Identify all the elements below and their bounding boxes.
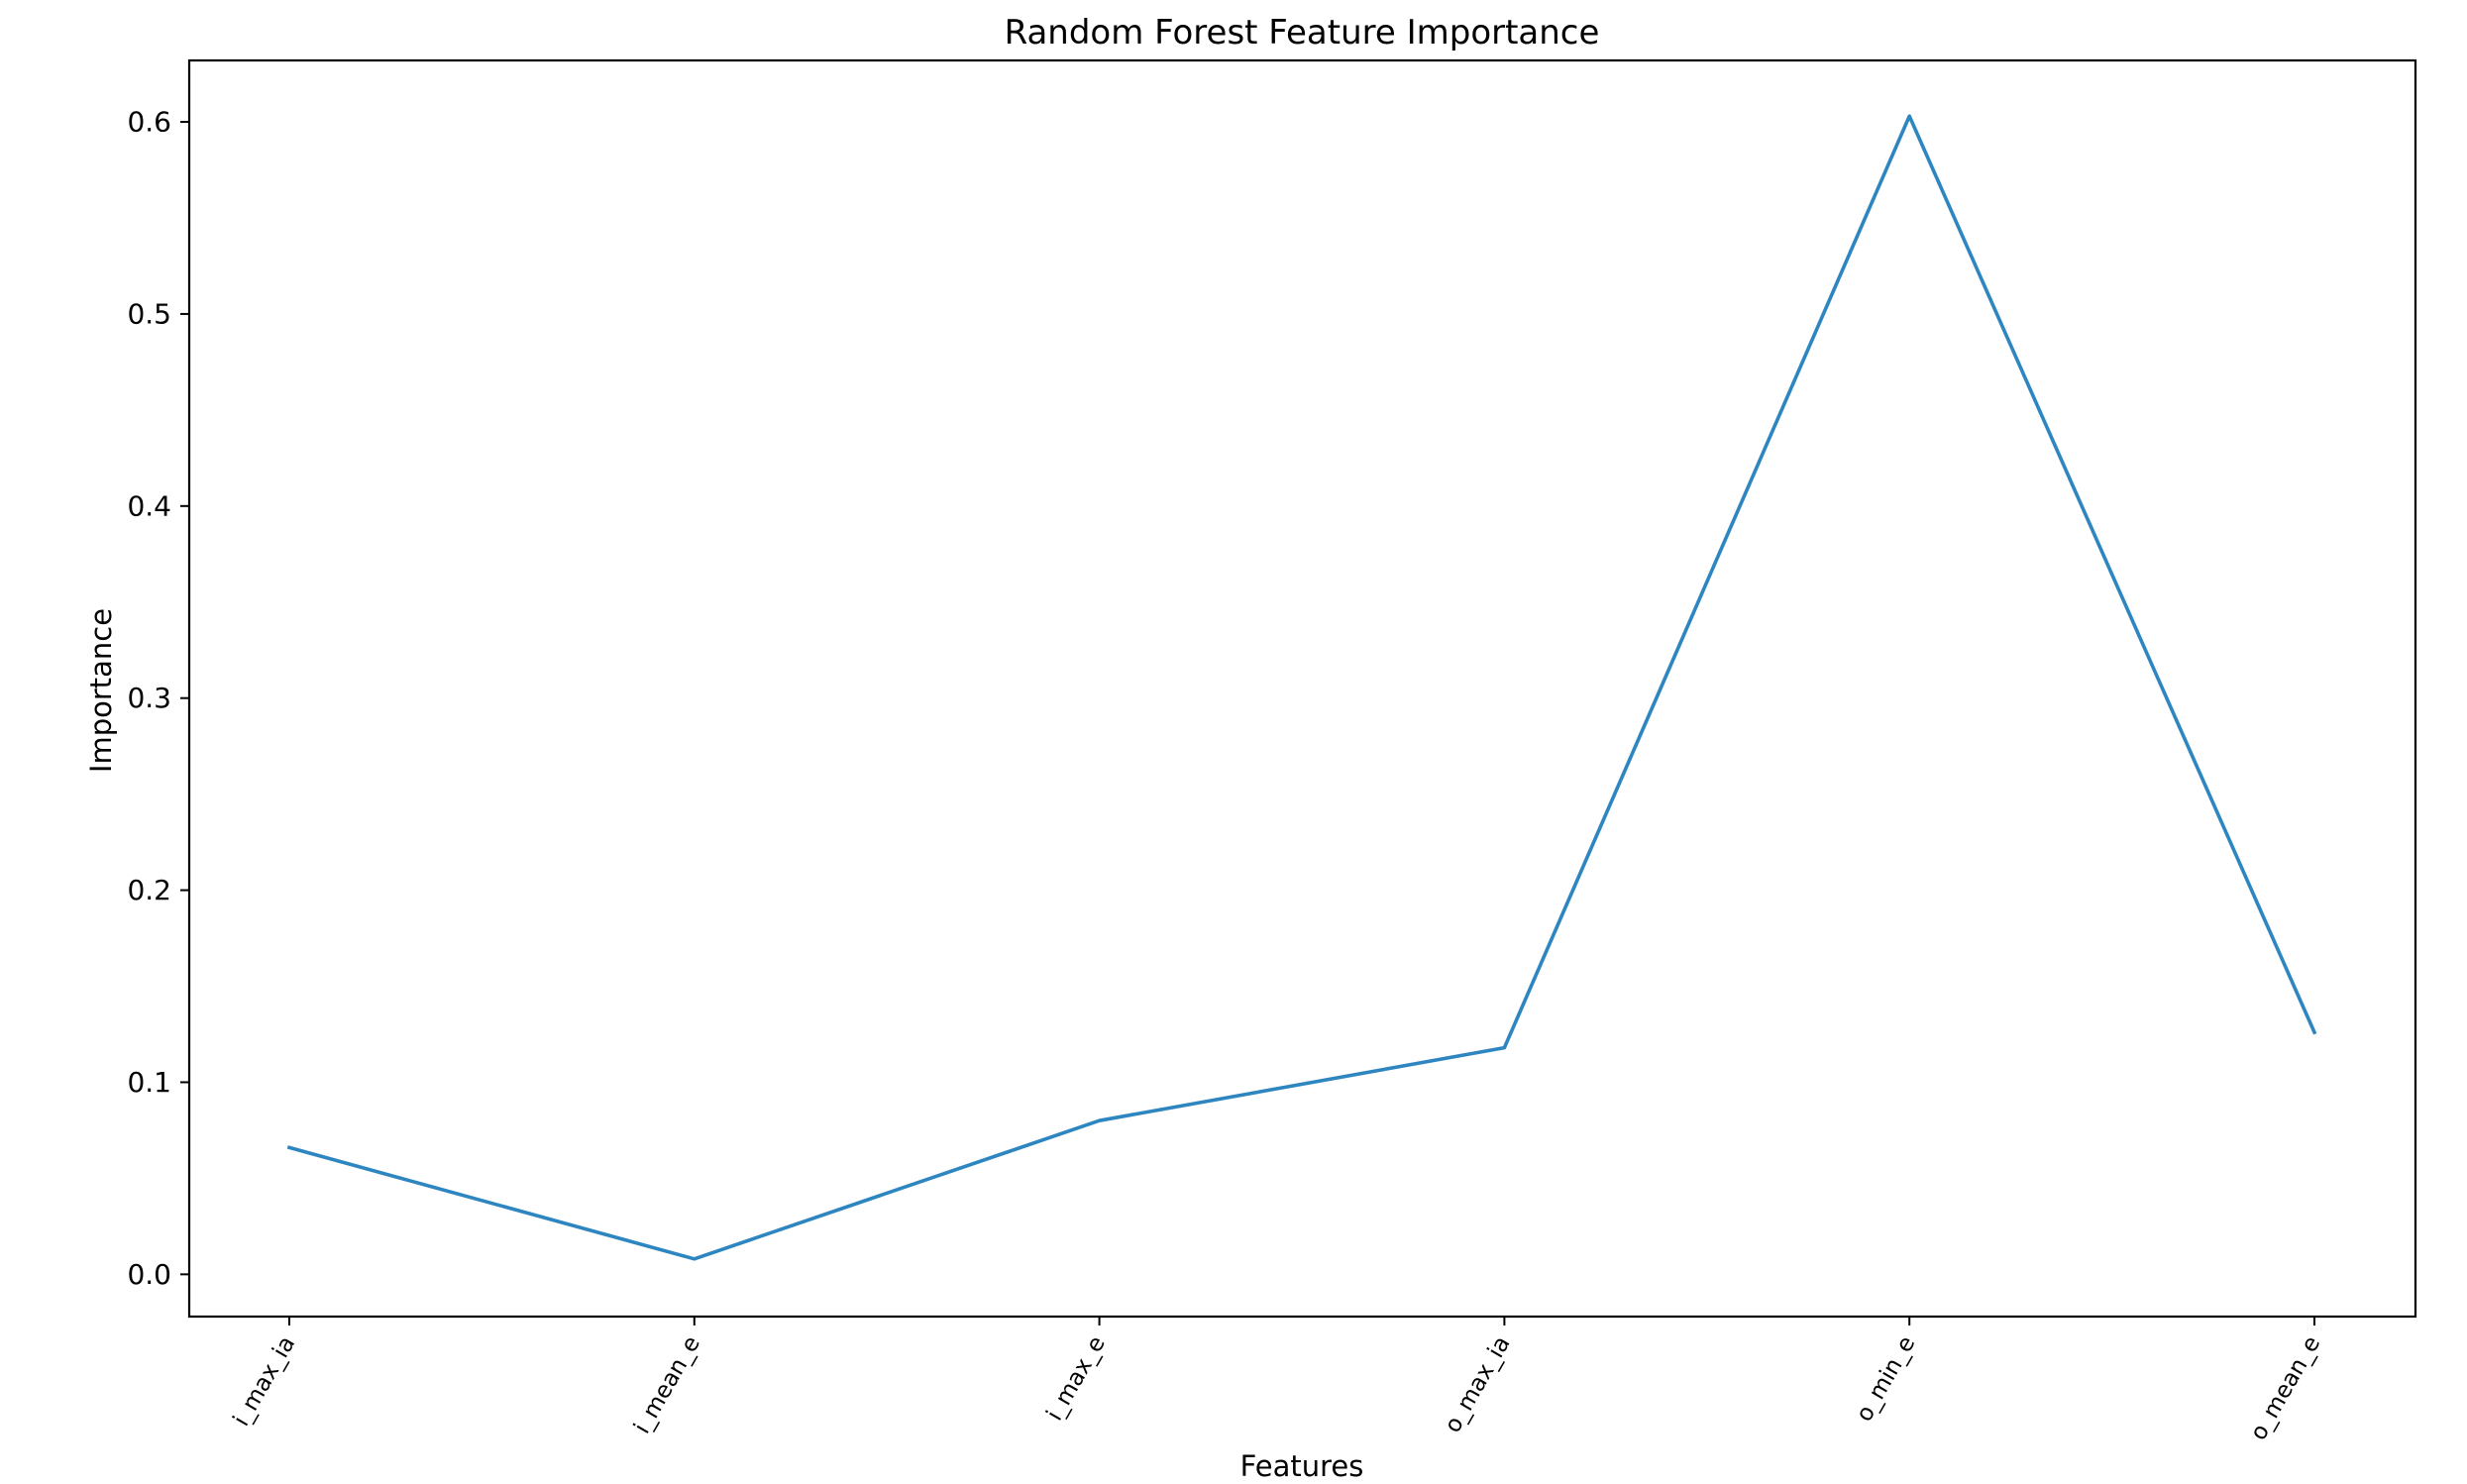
series-layer [286, 114, 2317, 1261]
y-tick-label: 0.4 [127, 489, 171, 522]
x-axis-label: Features [1240, 1449, 1364, 1483]
y-tick-label: 0.2 [127, 874, 171, 906]
plot-area [187, 58, 2417, 1319]
y-tick-label: 0.6 [127, 106, 171, 139]
y-axis-label: Importance [84, 608, 118, 773]
series-line [286, 114, 2317, 1261]
y-tick-label: 0.5 [127, 297, 171, 330]
y-axis: 0.0 0.1 0.2 0.3 0.4 0.5 0.6 [127, 106, 189, 1291]
chart-title: Random Forest Feature Importance [1005, 13, 1600, 53]
y-tick-label: 0.1 [127, 1066, 171, 1099]
y-tick-label: 0.3 [127, 682, 171, 714]
y-tick-label: 0.0 [127, 1258, 171, 1291]
axes-frame [187, 58, 2417, 1319]
